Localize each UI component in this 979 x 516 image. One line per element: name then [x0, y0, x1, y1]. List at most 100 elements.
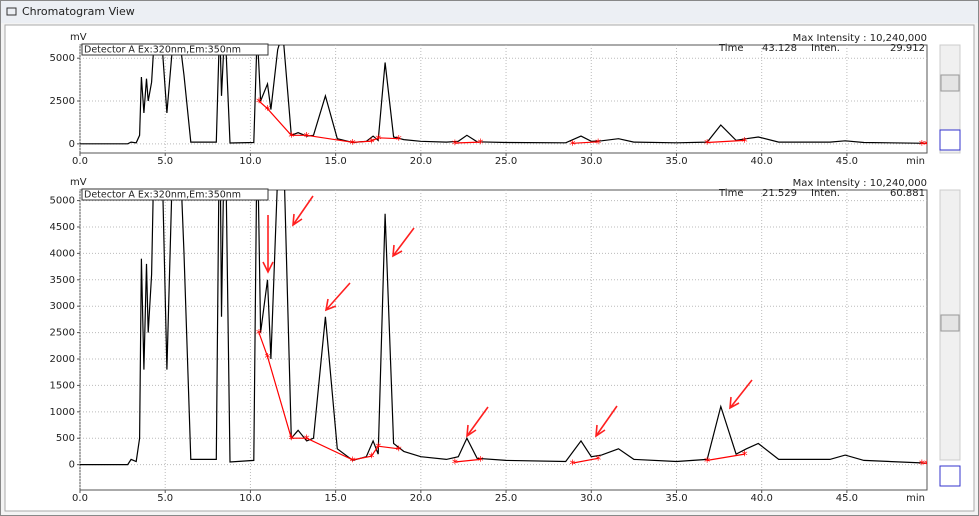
x-tick-label: 15.0: [325, 493, 347, 504]
x-tick-label: 0.0: [72, 156, 88, 167]
max-intensity: Max Intensity : 10,240,000: [793, 178, 927, 189]
annotation-arrows: [262, 195, 753, 438]
peak-marker: *: [304, 130, 310, 144]
peak-marker: *: [924, 458, 930, 472]
x-tick-label: 30.0: [580, 156, 602, 167]
integration-baseline: [258, 332, 927, 464]
y-tick-label: 3000: [50, 301, 75, 312]
x-axis-label: min: [906, 156, 925, 167]
x-tick-label: 20.0: [410, 156, 432, 167]
y-tick-label: 5000: [50, 53, 75, 64]
peak-marker: *: [595, 453, 601, 467]
time-label: Time: [718, 188, 743, 199]
inten-value: 29.912: [890, 43, 925, 54]
scrollbar[interactable]: [939, 44, 961, 154]
x-tick-label: 40.0: [751, 493, 773, 504]
x-tick-label: 20.0: [410, 493, 432, 504]
peak-marker: *: [477, 137, 483, 151]
y-tick-label: 1500: [50, 380, 75, 391]
y-tick-label: 4000: [50, 248, 75, 259]
peak-marker: *: [924, 138, 930, 152]
zoom-button[interactable]: [939, 465, 961, 487]
x-tick-label: 30.0: [580, 493, 602, 504]
y-tick-label: 3500: [50, 275, 75, 286]
peak-marker: *: [264, 351, 270, 365]
detector-box: [81, 188, 269, 201]
peak-marker: *: [375, 441, 381, 455]
y-tick-label: 1000: [50, 407, 75, 418]
scroll-thumb[interactable]: [940, 74, 960, 92]
x-axis-label: min: [906, 493, 925, 504]
time-value: 43.128: [762, 43, 797, 54]
peak-marker: *: [304, 433, 310, 447]
inten-label: Inten.: [811, 43, 840, 54]
peak-marker: *: [288, 433, 294, 447]
y-tick-label: 2500: [50, 96, 75, 107]
x-tick-label: 45.0: [836, 156, 858, 167]
x-tick-label: 0.0: [72, 493, 88, 504]
detector-box: [81, 43, 269, 56]
x-tick-label: 5.0: [157, 156, 173, 167]
y-axis-label: mV: [70, 177, 87, 188]
peak-marker: *: [396, 133, 402, 147]
detector-label: Detector A Ex:320nm,Em:350nm: [84, 45, 241, 56]
inten-label: Inten.: [811, 188, 840, 199]
zoom-button[interactable]: [939, 129, 961, 151]
y-tick-label: 2500: [50, 328, 75, 339]
arrow: [466, 406, 489, 438]
title-bar: [1, 1, 978, 23]
peak-marker: *: [452, 457, 458, 471]
x-tick-label: 25.0: [495, 493, 517, 504]
x-tick-label: 35.0: [665, 493, 687, 504]
x-tick-label: 10.0: [239, 493, 261, 504]
x-tick-label: 45.0: [836, 493, 858, 504]
scroll-thumb[interactable]: [940, 314, 960, 332]
arrow: [292, 195, 314, 227]
peak-marker: *: [919, 138, 925, 152]
peak-marker: *: [350, 137, 356, 151]
trace-group: ****************: [80, 45, 930, 152]
x-tick-label: 25.0: [495, 156, 517, 167]
arrow: [324, 282, 351, 312]
peak-marker: *: [396, 443, 402, 457]
peak-marker: *: [288, 130, 294, 144]
peak-marker: *: [919, 458, 925, 472]
detector-label: Detector A Ex:320nm,Em:350nm: [84, 190, 241, 201]
peak-marker: *: [742, 449, 748, 463]
y-tick-label: 0: [69, 139, 75, 150]
arrow: [595, 405, 618, 438]
x-tick-label: 35.0: [665, 156, 687, 167]
window-icon: [6, 7, 17, 16]
y-tick-label: 2000: [50, 354, 75, 365]
peak-marker: *: [256, 327, 262, 341]
y-tick-label: 5000: [50, 196, 75, 207]
peak-marker: *: [452, 137, 458, 151]
peak-marker: *: [256, 96, 262, 110]
x-tick-label: 10.0: [239, 156, 261, 167]
peak-marker: *: [368, 136, 374, 150]
peak-marker: *: [595, 136, 601, 150]
max-intensity: Max Intensity : 10,240,000: [793, 33, 927, 44]
peak-marker: *: [570, 138, 576, 152]
peak-marker: *: [264, 103, 270, 117]
peak-marker: *: [477, 454, 483, 468]
trace-group: ****************: [80, 190, 930, 472]
arrow: [392, 227, 415, 258]
peak-marker: *: [704, 137, 710, 151]
peak-marker: *: [742, 135, 748, 149]
charts: 0.0 5.0 10.0 15.0 20.0 25.0 30.0 35.0 40.0 45.0 0 2…: [50, 32, 930, 504]
window-title: Chromatogram View: [22, 5, 135, 18]
x-tick-label: 15.0: [325, 156, 347, 167]
peak-marker: *: [704, 455, 710, 469]
x-tick-label: 5.0: [157, 493, 173, 504]
x-tick-label: 40.0: [751, 156, 773, 167]
plot-area: [79, 189, 928, 491]
arrow: [729, 379, 753, 410]
y-axis-label: mV: [70, 32, 87, 43]
inten-value: 60.881: [890, 188, 925, 199]
peak-marker: *: [368, 451, 374, 465]
peak-marker: *: [570, 458, 576, 472]
y-tick-label: 4500: [50, 222, 75, 233]
arrow: [262, 215, 274, 274]
